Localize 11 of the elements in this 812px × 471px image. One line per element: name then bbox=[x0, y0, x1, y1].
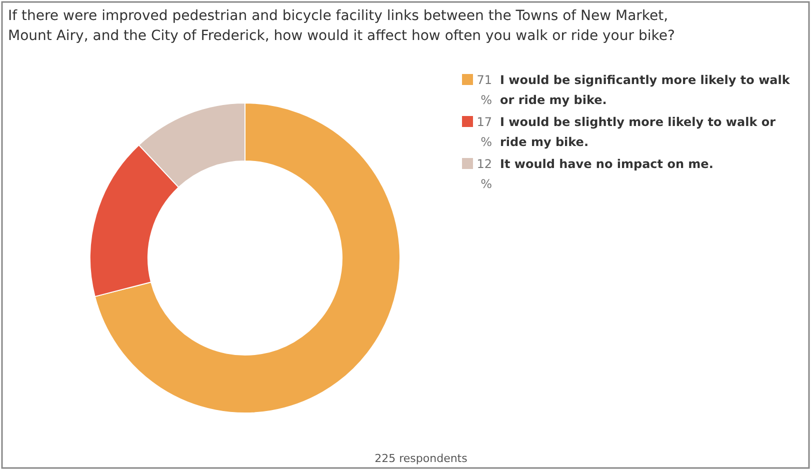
legend-label: It would have no impact on me. bbox=[500, 157, 714, 171]
legend-item: 17 % I would be slightly more likely to walk or ride my bike. bbox=[462, 115, 776, 149]
legend-item: 71 % I would be significantly more likely to walk or ride my bike. bbox=[462, 73, 790, 107]
chart-title: If there were improved pedestrian and bicycle facility links between the Towns of New Market, Mount Airy, and the City of Frederick, how would it affect how often you walk or ride your bike? bbox=[8, 8, 675, 44]
legend-item: 12 % It would have no impact on me. bbox=[462, 157, 714, 191]
text: 225 respondents bbox=[374, 452, 468, 465]
data-label: 71 % bbox=[476, 73, 492, 107]
legend-label: I would be slightly more likely to walk or ride my bike. bbox=[500, 115, 776, 149]
data-label: 12 % bbox=[476, 157, 492, 191]
legend-label: I would be significantly more likely to walk or ride my bike. bbox=[500, 73, 791, 107]
data-label: 17 % bbox=[476, 115, 492, 149]
